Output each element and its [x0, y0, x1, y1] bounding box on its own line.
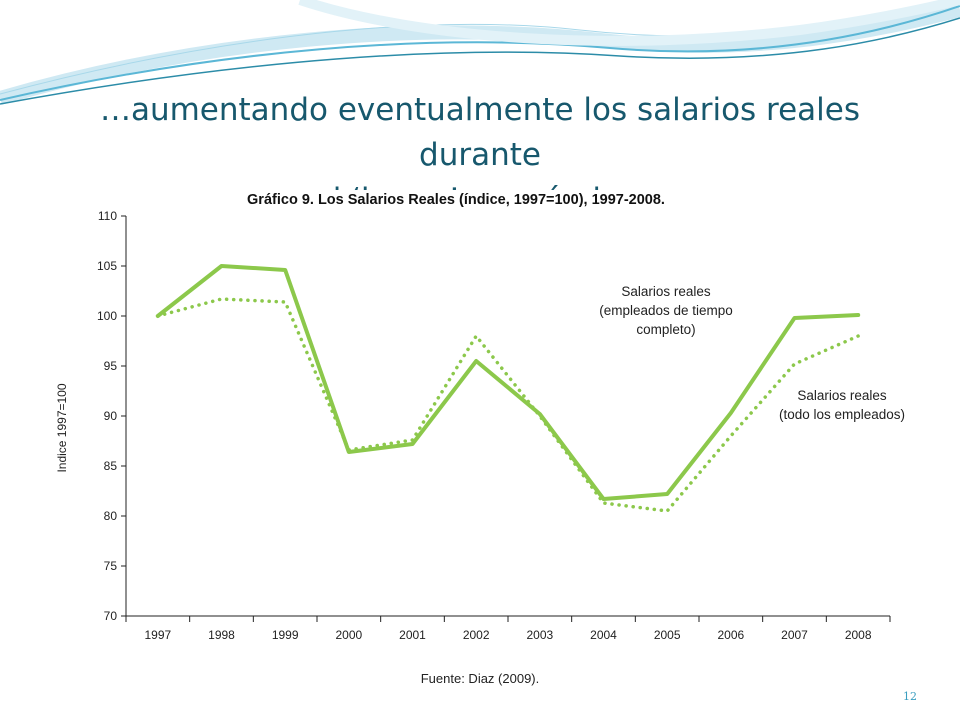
slide-title-line-1: …aumentando eventualmente los salarios r… [99, 92, 861, 173]
wave-line-teal [0, 17, 960, 105]
series-label-line: Salarios reales [621, 284, 711, 299]
x-axis: 1997 1998 1999 2000 2001 2002 2003 2004 2005 2006… [125, 615, 891, 642]
series-label-line: completo) [636, 322, 695, 337]
y-tick-label: 100 [97, 309, 117, 323]
series-label-line: Salarios reales [797, 388, 887, 403]
wave-band-top [298, 0, 960, 46]
x-tick-label: 2007 [781, 628, 808, 642]
y-tick-label: 95 [104, 359, 118, 373]
decorative-wave-banner [0, 0, 960, 105]
y-tick-label: 70 [104, 609, 118, 623]
x-tick-label: 2000 [335, 628, 362, 642]
plot-lines [155, 264, 861, 513]
line-chart: Gráfico 9. Los Salarios Reales (índice, … [55, 192, 905, 642]
y-axis-label: Indice 1997=100 [55, 383, 69, 472]
page-number: 12 [903, 690, 917, 703]
x-tick-label: 1998 [208, 628, 235, 642]
x-tick-label: 2004 [590, 628, 617, 642]
series-label-line: (empleados de tiempo [599, 303, 733, 318]
x-tick-label: 2008 [845, 628, 872, 642]
y-tick-label: 105 [97, 259, 117, 273]
chart-panel: Gráfico 9. Los Salarios Reales (índice, … [48, 190, 912, 662]
y-axis: 70 75 80 85 90 95 100 105 110 [97, 209, 127, 623]
y-tick-label: 90 [104, 409, 118, 423]
series-line-todos-empleados [156, 297, 860, 513]
x-tick-label: 1999 [272, 628, 299, 642]
x-tick-label: 2002 [463, 628, 490, 642]
x-tick-label: 2006 [717, 628, 744, 642]
x-tick-label: 2003 [526, 628, 553, 642]
x-tick-label: 1997 [144, 628, 171, 642]
series-line-tiempo-completo [155, 264, 861, 501]
x-tick-label: 2005 [654, 628, 681, 642]
y-tick-label: 110 [98, 209, 117, 223]
series-label-line: (todo los empleados) [779, 407, 905, 422]
x-tick-label: 2001 [399, 628, 426, 642]
y-tick-label: 85 [104, 459, 118, 473]
chart-title: Gráfico 9. Los Salarios Reales (índice, … [247, 192, 665, 208]
y-tick-label: 75 [104, 559, 118, 573]
series-labels: Salarios reales (empleados de tiempo compl… [599, 284, 905, 422]
wave-line-blue [0, 5, 960, 101]
y-tick-label: 80 [104, 509, 118, 523]
source-note: Fuente: Diaz (2009). [420, 671, 540, 686]
